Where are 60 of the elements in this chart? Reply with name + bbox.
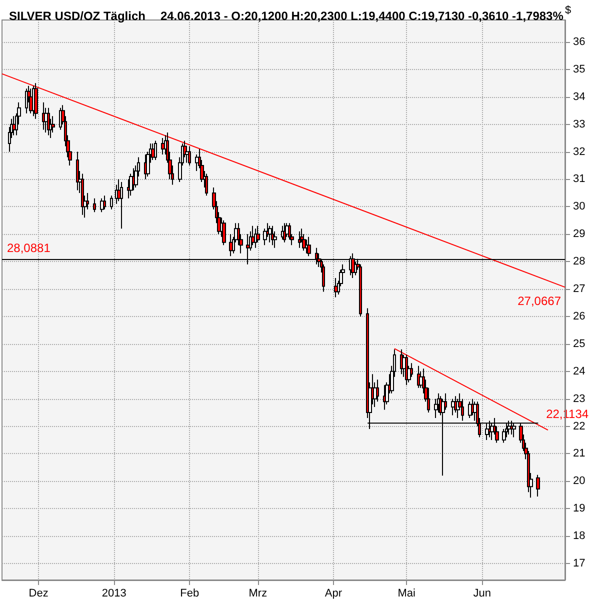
candlestick <box>100 198 104 213</box>
candlestick <box>154 140 157 160</box>
y-tick-label: 35 <box>573 63 586 76</box>
candlestick <box>25 88 28 114</box>
candlestick <box>254 228 257 248</box>
y-tick-label: 20 <box>573 475 586 488</box>
y-tick-label: 28 <box>573 256 586 268</box>
x-tick-label: 2013 <box>102 588 126 600</box>
x-tick-label: Jun <box>473 588 492 600</box>
candlestick <box>383 384 386 410</box>
candlestick <box>110 195 113 210</box>
candlestick <box>47 107 50 136</box>
y-tick-label: 17 <box>573 558 586 570</box>
y-tick-label: 24 <box>573 365 586 378</box>
candlestick <box>161 138 165 156</box>
candlestick <box>34 82 38 120</box>
candlestick <box>76 151 79 191</box>
ref-line-label: 28,0881 <box>7 241 51 256</box>
candlestick <box>93 198 96 213</box>
x-tick-label: Mai <box>398 588 416 600</box>
annotation: 22,1134 <box>546 407 589 422</box>
y-tick-label: 34 <box>573 90 586 103</box>
y-axis-title: $ <box>565 4 572 16</box>
x-tick-label: Mrz <box>248 588 268 600</box>
annotation: 27,0667 <box>518 294 562 308</box>
x-tick-label: Feb <box>180 588 200 600</box>
x-tick-label: Dez <box>28 588 48 600</box>
y-tick-label: 36 <box>573 36 586 48</box>
candlestick <box>42 102 45 130</box>
chart-subtitle: 24.06.2013 - O:20,1200 H:20,2300 L:19,4400 C:19,7130 -0,3610 -1,7983% <box>160 9 564 23</box>
candlestick <box>271 225 274 246</box>
candlestick <box>536 474 540 498</box>
y-tick-label: 29 <box>573 228 586 240</box>
candlestick <box>222 220 226 246</box>
chart-title: SILVER USD/OZ Täglich <box>9 9 146 23</box>
candlestick <box>120 181 123 230</box>
candlestick <box>81 173 84 216</box>
candlestick <box>334 278 338 298</box>
y-tick-label: 30 <box>573 200 586 213</box>
candlestick <box>205 173 208 196</box>
y-tick-label: 26 <box>573 310 586 322</box>
y-tick-label: 19 <box>573 502 586 515</box>
y-tick-label: 31 <box>573 173 586 186</box>
y-tick-label: 27 <box>573 283 586 296</box>
y-tick-label: 18 <box>573 530 586 542</box>
candlestick <box>283 222 286 243</box>
candlestick <box>188 146 191 166</box>
candlestick <box>268 225 272 243</box>
y-tick-label: 21 <box>573 448 586 460</box>
y-tick-label: 23 <box>573 392 586 405</box>
candlestick <box>307 236 311 257</box>
candlestick <box>103 195 106 210</box>
candlestick <box>12 116 16 136</box>
y-tick-label: 32 <box>573 146 586 158</box>
x-tick-label: Apr <box>324 588 342 600</box>
y-tick-label: 25 <box>573 338 586 350</box>
y-tick-label: 33 <box>573 118 586 130</box>
y-tick-label: 22 <box>573 420 586 432</box>
candlestick <box>451 398 455 416</box>
candlestick <box>229 234 233 257</box>
